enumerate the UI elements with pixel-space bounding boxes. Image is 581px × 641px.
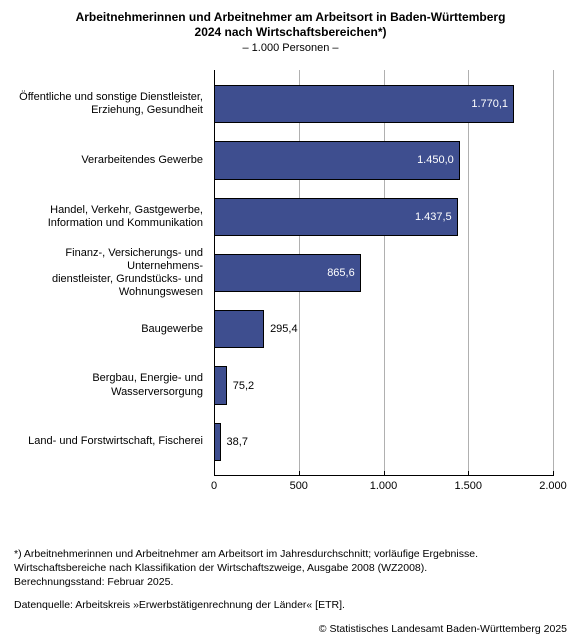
title-line-1: Arbeitnehmerinnen und Arbeitnehmer am Ar… [14, 10, 567, 25]
bar-value-label: 1.770,1 [471, 98, 508, 110]
bar-wrap: 1.450,0 [214, 132, 553, 188]
category-label: Verarbeitendes Gewerbe [14, 132, 209, 188]
footnote-1: *) Arbeitnehmerinnen und Arbeitnehmer am… [14, 548, 567, 562]
category-label: Handel, Verkehr, Gastgewerbe, Informatio… [14, 189, 209, 245]
category-label: Bergbau, Energie- und Wasserversorgung [14, 357, 209, 413]
x-tick-label: 0 [211, 480, 217, 492]
bar-value-label: 865,6 [327, 267, 355, 279]
bar-value-label: 1.450,0 [417, 154, 454, 166]
footnotes: *) Arbeitnehmerinnen und Arbeitnehmer am… [14, 548, 567, 613]
category-label: Öffentliche und sonstige Dienstleister, … [14, 76, 209, 132]
bar-wrap: 865,6 [214, 245, 553, 301]
x-tick [553, 471, 554, 476]
category-label: Baugewerbe [14, 301, 209, 357]
bar [214, 366, 227, 404]
bar-wrap: 38,7 [214, 414, 553, 470]
chart-area: Öffentliche und sonstige Dienstleister, … [14, 70, 567, 510]
x-tick-label: 2.000 [539, 480, 567, 492]
x-tick [468, 471, 469, 476]
footnote-3: Berechnungsstand: Februar 2025. [14, 576, 567, 590]
x-tick-label: 1.000 [370, 480, 398, 492]
chart-row: Finanz-, Versicherungs- und Unternehmens… [14, 245, 553, 301]
chart-row: Bergbau, Energie- und Wasserversorgung 75… [14, 357, 553, 413]
bar-wrap: 75,2 [214, 357, 553, 413]
x-tick [299, 471, 300, 476]
chart-row: Baugewerbe 295,4 [14, 301, 553, 357]
chart-row: Öffentliche und sonstige Dienstleister, … [14, 76, 553, 132]
bar-value-label: 38,7 [227, 436, 248, 448]
chart-page: Arbeitnehmerinnen und Arbeitnehmer am Ar… [0, 0, 581, 641]
chart-row: Handel, Verkehr, Gastgewerbe, Informatio… [14, 189, 553, 245]
bar-wrap: 295,4 [214, 301, 553, 357]
bar [214, 423, 221, 461]
bar [214, 85, 514, 123]
footnote-2: Wirtschaftsbereiche nach Klassifikation … [14, 562, 567, 576]
bar [214, 310, 264, 348]
chart-title: Arbeitnehmerinnen und Arbeitnehmer am Ar… [14, 10, 567, 40]
category-label: Land- und Forstwirtschaft, Fischerei [14, 414, 209, 470]
chart-row: Verarbeitendes Gewerbe 1.450,0 [14, 132, 553, 188]
gridline [553, 70, 554, 476]
x-tick-label: 1.500 [454, 480, 482, 492]
bar-value-label: 75,2 [233, 380, 254, 392]
x-axis-labels: 05001.0001.5002.000 [214, 478, 553, 498]
bar-value-label: 1.437,5 [415, 211, 452, 223]
copyright: © Statistisches Landesamt Baden-Württemb… [319, 623, 567, 635]
bar-wrap: 1.770,1 [214, 76, 553, 132]
x-tick [384, 471, 385, 476]
category-label: Finanz-, Versicherungs- und Unternehmens… [14, 245, 209, 301]
x-tick-label: 500 [290, 480, 308, 492]
x-tick [214, 471, 215, 476]
chart-subtitle: – 1.000 Personen – [14, 42, 567, 54]
title-line-2: 2024 nach Wirtschaftsbereichen*) [14, 25, 567, 40]
chart-row: Land- und Forstwirtschaft, Fischerei 38,7 [14, 414, 553, 470]
bar-value-label: 295,4 [270, 323, 298, 335]
bar-wrap: 1.437,5 [214, 189, 553, 245]
footnote-4: Datenquelle: Arbeitskreis »Erwerbstätige… [14, 599, 567, 613]
